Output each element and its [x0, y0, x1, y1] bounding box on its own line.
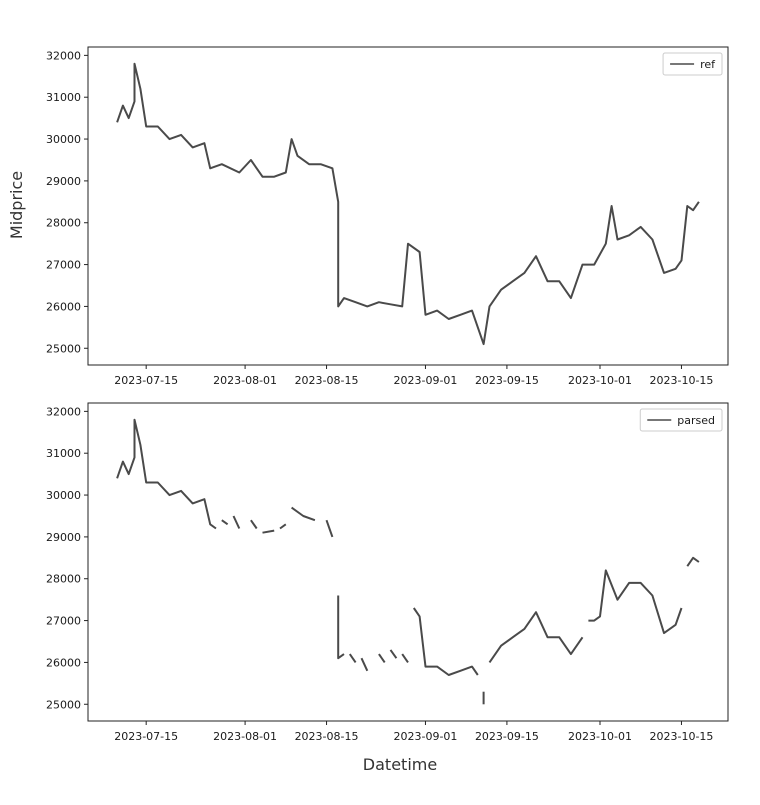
x-tick-label: 2023-10-01	[568, 374, 632, 387]
legend: ref	[662, 52, 723, 76]
y-tick-label: 28000	[46, 573, 81, 586]
top-chart-panel: 25000 26000 27000 28000 29000 30000 31000 32000…	[46, 46, 729, 387]
series-line	[116, 62, 700, 346]
series-line	[686, 556, 700, 567]
series-line	[116, 418, 217, 530]
x-tick-label: 2023-08-01	[213, 374, 277, 387]
series-line	[325, 519, 334, 538]
series-line	[348, 653, 357, 663]
series-line	[360, 657, 369, 672]
series-line	[232, 515, 241, 529]
series-line	[401, 653, 409, 663]
x-tick-label: 2023-09-01	[393, 730, 457, 743]
x-tick-label: 2023-08-15	[295, 730, 359, 743]
y-tick-label: 31000	[46, 447, 81, 460]
legend-entry: parsed	[677, 414, 715, 427]
series-line	[291, 506, 316, 522]
series-line	[389, 649, 398, 659]
x-tick-label: 2023-07-15	[114, 730, 178, 743]
y-tick-label: 26000	[46, 656, 81, 669]
series-parsed	[116, 418, 700, 705]
series-line	[262, 529, 275, 534]
y-tick-label: 27000	[46, 615, 81, 628]
x-tick-label: 2023-10-15	[649, 374, 713, 387]
y-tick-label: 28000	[46, 217, 81, 230]
y-tick-label: 31000	[46, 91, 81, 104]
plot-frame	[87, 46, 729, 366]
series-line	[378, 653, 386, 663]
x-tick-label: 2023-07-15	[114, 374, 178, 387]
y-tick-label: 25000	[46, 342, 81, 355]
y-tick-label: 25000	[46, 698, 81, 711]
plot-frame	[87, 402, 729, 722]
series-line	[221, 519, 229, 526]
x-tick-label: 2023-09-15	[475, 374, 539, 387]
series-ref	[116, 62, 700, 346]
series-line	[412, 607, 479, 676]
x-tick-label: 2023-10-01	[568, 730, 632, 743]
y-tick-label: 29000	[46, 531, 81, 544]
x-tick-label: 2023-09-01	[393, 374, 457, 387]
bottom-chart-panel: 25000 26000 27000 28000 29000 30000 31000 32000…	[46, 402, 729, 743]
y-tick-label: 30000	[46, 489, 81, 502]
x-tick-label: 2023-08-01	[213, 730, 277, 743]
series-line	[588, 569, 683, 635]
legend: parsed	[639, 408, 723, 432]
y-axis-label: Midprice	[7, 171, 26, 239]
x-tick-label: 2023-08-15	[295, 374, 359, 387]
x-tick-label: 2023-10-15	[649, 730, 713, 743]
y-tick-label: 32000	[46, 405, 81, 418]
y-tick-label: 32000	[46, 49, 81, 62]
series-line	[250, 519, 258, 530]
y-tick-label: 29000	[46, 175, 81, 188]
legend-box	[639, 408, 723, 432]
y-tick-label: 30000	[46, 133, 81, 146]
series-line	[488, 611, 584, 663]
series-line	[337, 595, 345, 660]
series-line	[279, 523, 287, 530]
x-tick-label: 2023-09-15	[475, 730, 539, 743]
legend-entry: ref	[700, 58, 716, 71]
y-tick-label: 26000	[46, 300, 81, 313]
x-axis-label: Datetime	[363, 755, 437, 774]
y-tick-label: 27000	[46, 259, 81, 272]
